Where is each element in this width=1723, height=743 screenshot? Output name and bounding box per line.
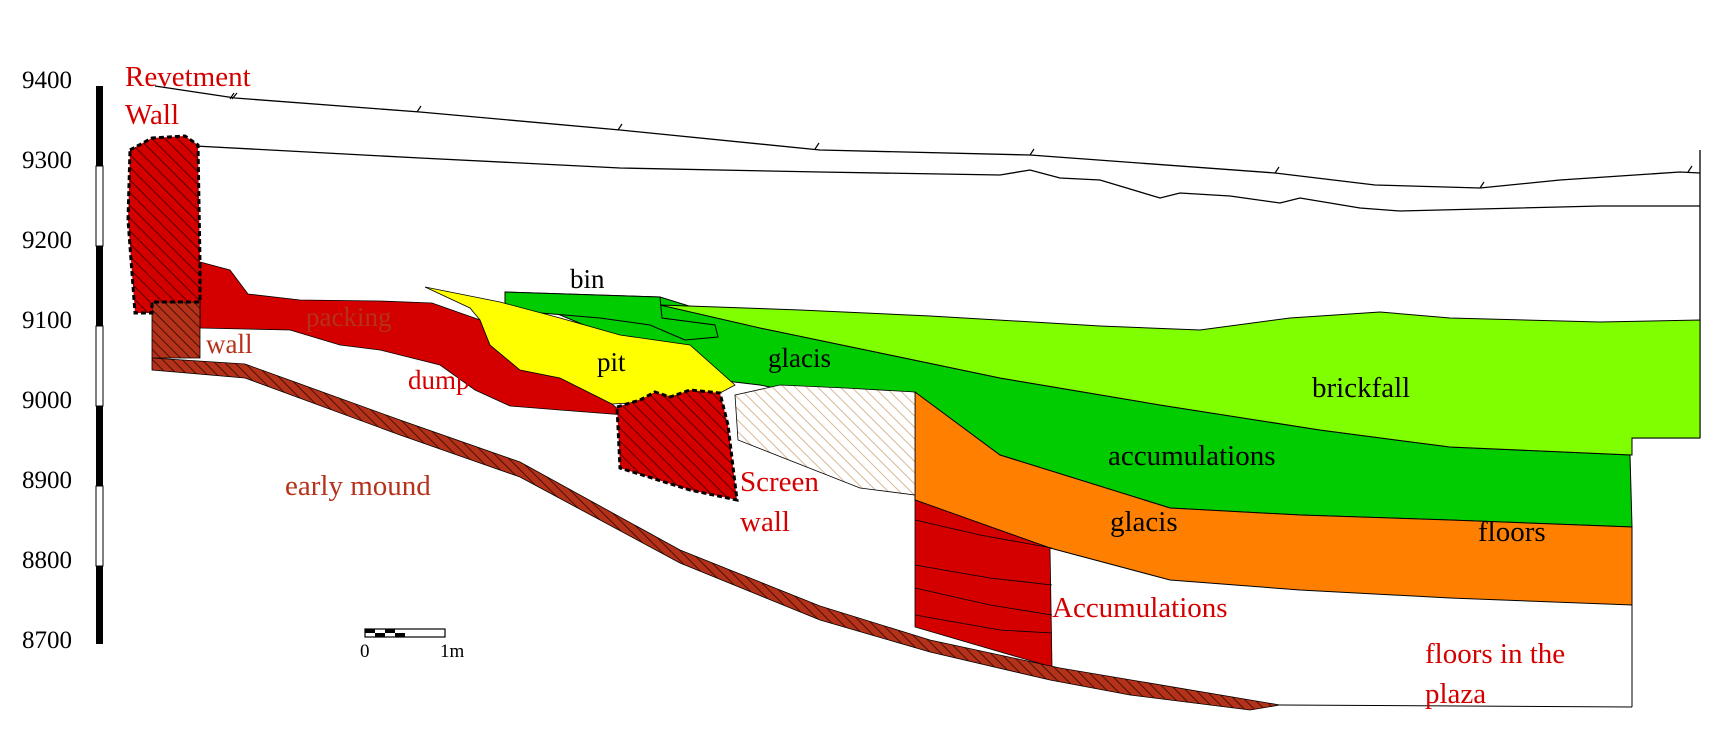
label-revetment-2: Wall [125,99,179,131]
label-glacis-upper: glacis [768,343,831,373]
tick-8800: 8800 [22,547,72,574]
accumulations-block-lines [914,519,1053,634]
tick-9400: 9400 [22,67,72,94]
scale-end: 1m [440,641,465,662]
early-mound-surface [151,357,1281,711]
brickfall-layer [659,304,1701,456]
tick-9300: 9300 [22,147,72,174]
label-plaza-2: plaza [1425,678,1486,710]
scale-bar: 0 1m [360,628,465,662]
label-pit: pit [597,347,626,377]
label-screen-1: Screen [740,466,819,498]
bin-feature [504,291,719,341]
label-brickfall: brickfall [1312,372,1410,404]
label-early-mound: early mound [285,470,431,502]
revetment-wall [126,134,202,315]
wall-foundation [151,301,201,359]
label-glacis-lower: glacis [1110,506,1178,538]
label-screen-2: wall [740,506,790,538]
tick-8900: 8900 [22,467,72,494]
label-accumulations-green: accumulations [1108,440,1276,472]
elevation-scale: 9400 9300 9200 9100 9000 8900 8800 8700 [22,67,104,654]
screen-wall [615,388,739,502]
label-revetment-1: Revetment [125,61,251,93]
label-plaza-1: floors in the [1425,638,1565,670]
screen-wall-fill [734,384,916,496]
label-accumulations-red: Accumulations [1052,592,1228,624]
label-packing: packing [306,302,391,332]
ground-surface-lines [154,85,1701,439]
tick-9100: 9100 [22,307,72,334]
label-dump: dump [408,365,470,395]
tick-9000: 9000 [22,387,72,414]
scale-zero: 0 [360,641,370,662]
tick-8700: 8700 [22,627,72,654]
tick-9200: 9200 [22,227,72,254]
label-wall: wall [206,329,253,359]
label-bin: bin [570,264,605,294]
label-floors: floors [1478,516,1546,548]
